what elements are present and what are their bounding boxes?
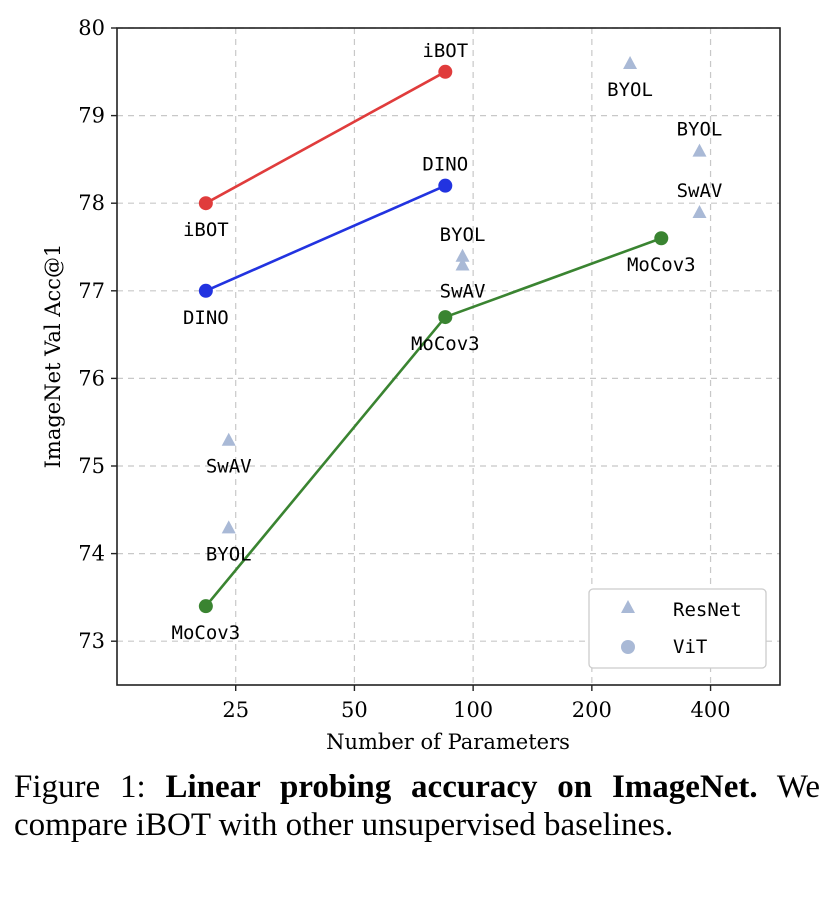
markers <box>198 56 707 614</box>
circle-marker <box>438 64 453 79</box>
point-label: BYOL <box>607 79 653 101</box>
y-tick-label: 77 <box>78 279 105 303</box>
circle-marker <box>438 178 453 193</box>
x-tick-label: 100 <box>453 698 493 722</box>
x-axis-title: Number of Parameters <box>326 730 570 754</box>
legend-vit-marker <box>621 640 635 654</box>
point-label: BYOL <box>440 224 486 246</box>
point-label: SwAV <box>677 180 723 202</box>
point-label: SwAV <box>206 456 252 478</box>
x-tick-label: 400 <box>691 698 731 722</box>
point-label: DINO <box>422 154 468 176</box>
point-label: MoCov3 <box>627 254 696 276</box>
y-tick-label: 75 <box>78 454 105 478</box>
y-tick-label: 80 <box>78 16 105 40</box>
legend-resnet-marker <box>621 600 635 613</box>
y-tick-label: 74 <box>78 542 105 566</box>
y-tick-label: 78 <box>78 191 105 215</box>
triangle-marker <box>692 143 707 157</box>
legend-resnet-label: ResNet <box>673 599 742 621</box>
grid <box>117 27 780 685</box>
y-tick-label: 76 <box>78 366 105 390</box>
caption-title: Linear probing accuracy on ImageNet. <box>165 769 758 805</box>
caption-body: We compare iBOT with other unsupervised … <box>14 769 821 843</box>
series-line <box>205 70 446 205</box>
y-tick-label: 73 <box>78 629 105 653</box>
point-label: SwAV <box>440 281 486 303</box>
circle-marker <box>198 196 213 211</box>
x-tick-label: 50 <box>341 698 368 722</box>
point-label: MoCov3 <box>411 333 480 355</box>
legend: ResNet ViT <box>588 588 767 669</box>
x-tick-label: 200 <box>572 698 612 722</box>
triangle-marker <box>221 432 236 446</box>
y-ticks: 73 74 75 76 77 78 79 80 <box>78 16 117 653</box>
legend-vit-label: ViT <box>673 636 707 658</box>
circle-marker <box>198 599 213 614</box>
triangle-marker <box>221 520 236 534</box>
triangle-marker <box>623 56 638 70</box>
point-label: BYOL <box>677 119 723 141</box>
series-line <box>205 184 446 292</box>
point-label: DINO <box>183 307 229 329</box>
point-label: MoCov3 <box>172 622 241 644</box>
y-axis-title: ImageNet Val Acc@1 <box>41 244 65 469</box>
triangle-marker <box>455 257 470 271</box>
circle-marker <box>198 283 213 298</box>
x-tick-label: 25 <box>222 698 249 722</box>
series-line <box>204 237 662 607</box>
point-label: iBOT <box>422 40 468 62</box>
y-tick-label: 79 <box>78 104 105 128</box>
x-ticks: 25 50 100 200 400 <box>222 685 731 722</box>
point-label: iBOT <box>183 219 229 241</box>
triangle-marker <box>455 248 470 262</box>
circle-marker <box>654 231 669 246</box>
chart: iBOT iBOT DINO DINO MoCov3 MoCov3 MoCov3 SwAV BY… <box>41 16 781 754</box>
triangle-marker <box>692 204 707 218</box>
caption-prefix: Figure 1: <box>14 769 166 805</box>
circle-marker <box>438 310 453 325</box>
point-labels: iBOT iBOT DINO DINO MoCov3 MoCov3 MoCov3 SwAV BY… <box>172 40 723 644</box>
figure-caption: Figure 1: Linear probing accuracy on Ima… <box>14 768 820 844</box>
plot-frame <box>116 27 781 686</box>
point-label: BYOL <box>206 543 252 565</box>
